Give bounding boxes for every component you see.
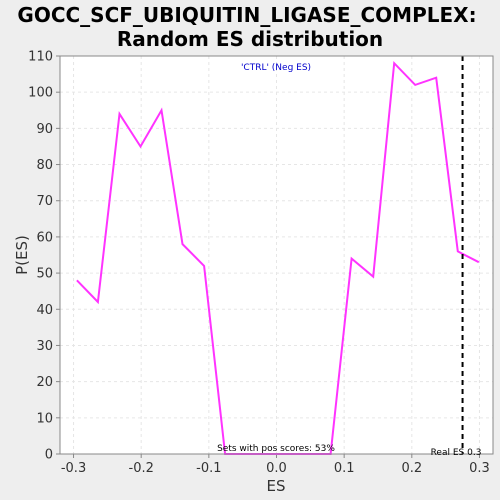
x-tick-label: 0.2	[401, 461, 422, 476]
y-tick-label: 90	[36, 122, 53, 137]
y-tick-label: 80	[36, 158, 53, 173]
chart-title-line2: Random ES distribution	[117, 27, 383, 51]
x-tick-label: -0.1	[196, 461, 221, 476]
y-tick-label: 110	[28, 50, 53, 65]
grid-lines	[60, 55, 493, 455]
y-tick-label: 20	[36, 375, 53, 390]
y-tick-label: 30	[36, 339, 53, 354]
x-tick-label: -0.2	[129, 461, 154, 476]
y-axis-label: P(ES)	[13, 235, 31, 275]
y-tick-label: 40	[36, 303, 53, 318]
x-tick-label: 0.3	[469, 461, 490, 476]
chart-title-line1: GOCC_SCF_UBIQUITIN_LIGASE_COMPLEX:	[17, 3, 476, 27]
plot-frame	[59, 55, 494, 455]
y-tick-label: 10	[36, 411, 53, 426]
legend-label: 'CTRL' (Neg ES)	[241, 63, 311, 73]
x-tick-label: 0.0	[266, 461, 287, 476]
y-tick-label: 70	[36, 194, 53, 209]
x-tick-label: 0.1	[334, 461, 355, 476]
y-tick-label: 0	[45, 448, 53, 463]
y-tick-label: 100	[28, 86, 53, 101]
y-tick-label: 50	[36, 267, 53, 282]
y-tick-label: 60	[36, 230, 53, 245]
pos-scores-label: Sets with pos scores: 53%	[217, 444, 335, 454]
x-tick-label: -0.3	[61, 461, 86, 476]
x-axis-label: ES	[267, 477, 286, 495]
real-es-label: Real ES 0.3	[431, 448, 482, 458]
axis-ticks: 0 10 20 30 40 50 60 70 80 90 100 110 -0.3 -0.2 -0.1 0.0…	[28, 50, 490, 477]
